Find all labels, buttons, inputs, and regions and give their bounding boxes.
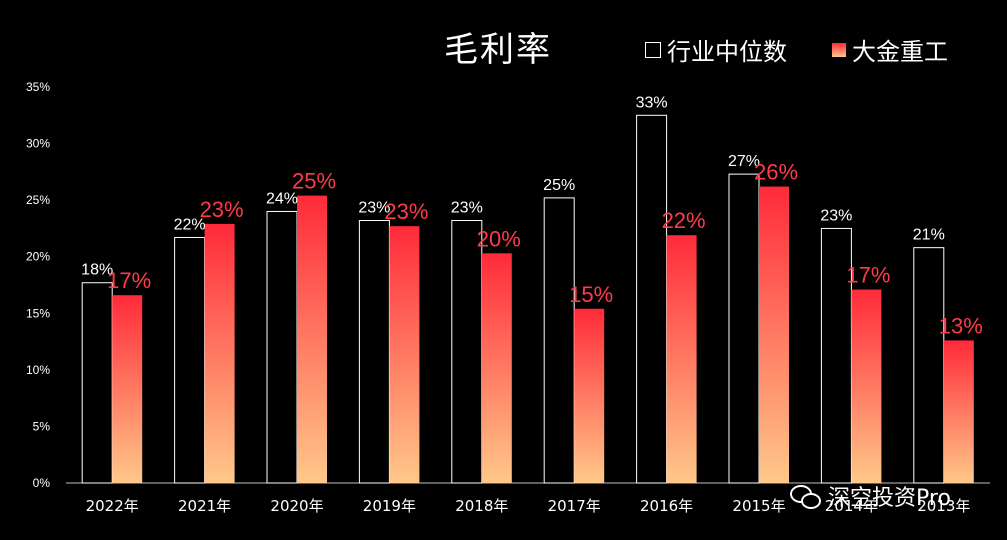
data-label-industry-median: 33%	[636, 94, 668, 111]
bar-dajin	[759, 186, 789, 483]
data-label-industry-median: 23%	[358, 200, 390, 217]
x-tick-label: 2014年	[825, 497, 878, 515]
bar-dajin	[666, 235, 697, 483]
bar-dajin	[389, 226, 420, 483]
data-label-industry-median: 24%	[266, 190, 298, 207]
data-label-dajin: 23%	[384, 199, 428, 224]
legend-swatch-gradient	[832, 42, 846, 57]
data-label-dajin: 20%	[477, 226, 521, 251]
watermark: 深空投资Pro	[790, 480, 951, 512]
bar-industry-median	[913, 247, 945, 484]
legend-item-industry-median: 行业中位数	[645, 32, 787, 67]
bar-dajin	[574, 308, 605, 483]
data-label-dajin: 17%	[846, 263, 890, 288]
bar-dajin	[112, 295, 143, 483]
data-label-dajin: 15%	[569, 282, 613, 307]
x-tick-label: 2019年	[363, 497, 416, 515]
bar-dajin	[851, 289, 882, 483]
data-label-industry-median: 23%	[820, 207, 852, 224]
data-label-dajin: 13%	[939, 313, 983, 338]
legend-label-industry-median: 行业中位数	[667, 38, 787, 66]
bar-dajin	[297, 195, 327, 484]
wechat-icon	[790, 485, 821, 509]
legend-swatch-outline	[645, 41, 661, 58]
bar-industry-median	[636, 114, 668, 484]
bar-industry-median	[81, 282, 113, 484]
bar-industry-median	[543, 197, 575, 484]
bar-industry-median	[728, 173, 760, 484]
x-tick-label: 2018年	[455, 497, 508, 515]
data-label-industry-median: 25%	[543, 177, 575, 194]
data-label-industry-median: 21%	[913, 227, 945, 244]
y-tick-label: 5%	[33, 419, 51, 433]
x-tick-label: 2013年	[917, 497, 970, 515]
data-label-industry-median: 23%	[451, 200, 483, 217]
y-tick-label: 25%	[26, 193, 50, 207]
y-tick-label: 20%	[26, 250, 50, 264]
watermark-text: 深空投资Pro	[828, 486, 951, 511]
bar-dajin	[204, 223, 235, 483]
bar-industry-median	[451, 220, 483, 484]
data-label-industry-median: 27%	[728, 153, 760, 170]
x-tick-label: 2016年	[640, 497, 693, 515]
y-tick-label: 35%	[26, 80, 50, 94]
x-tick-label: 2020年	[270, 497, 323, 515]
bar-industry-median	[174, 236, 206, 484]
x-tick-label: 2022年	[86, 497, 139, 515]
y-tick-label: 0%	[33, 476, 51, 490]
data-label-dajin: 23%	[200, 197, 244, 222]
chart-title: 毛利率	[444, 30, 552, 70]
data-label-industry-median: 18%	[81, 262, 113, 279]
bar-industry-median	[820, 227, 852, 484]
y-tick-label: 10%	[26, 363, 50, 377]
data-label-dajin: 25%	[292, 169, 336, 194]
legend-label-dajin: 大金重工	[852, 38, 948, 66]
bar-dajin	[481, 253, 512, 483]
legend-item-dajin: 大金重工	[832, 32, 948, 67]
x-tick-label: 2021年	[178, 497, 231, 515]
data-label-dajin: 22%	[662, 208, 706, 233]
bar-industry-median	[266, 210, 298, 484]
bar-dajin	[943, 340, 974, 483]
data-label-industry-median: 22%	[174, 216, 206, 233]
y-tick-label: 30%	[26, 137, 50, 151]
bar-industry-median	[358, 220, 390, 484]
x-tick-label: 2015年	[732, 497, 785, 515]
x-tick-label: 2017年	[548, 497, 601, 515]
data-label-dajin: 17%	[107, 268, 151, 293]
data-label-dajin: 26%	[754, 160, 798, 185]
y-tick-label: 15%	[26, 306, 50, 320]
